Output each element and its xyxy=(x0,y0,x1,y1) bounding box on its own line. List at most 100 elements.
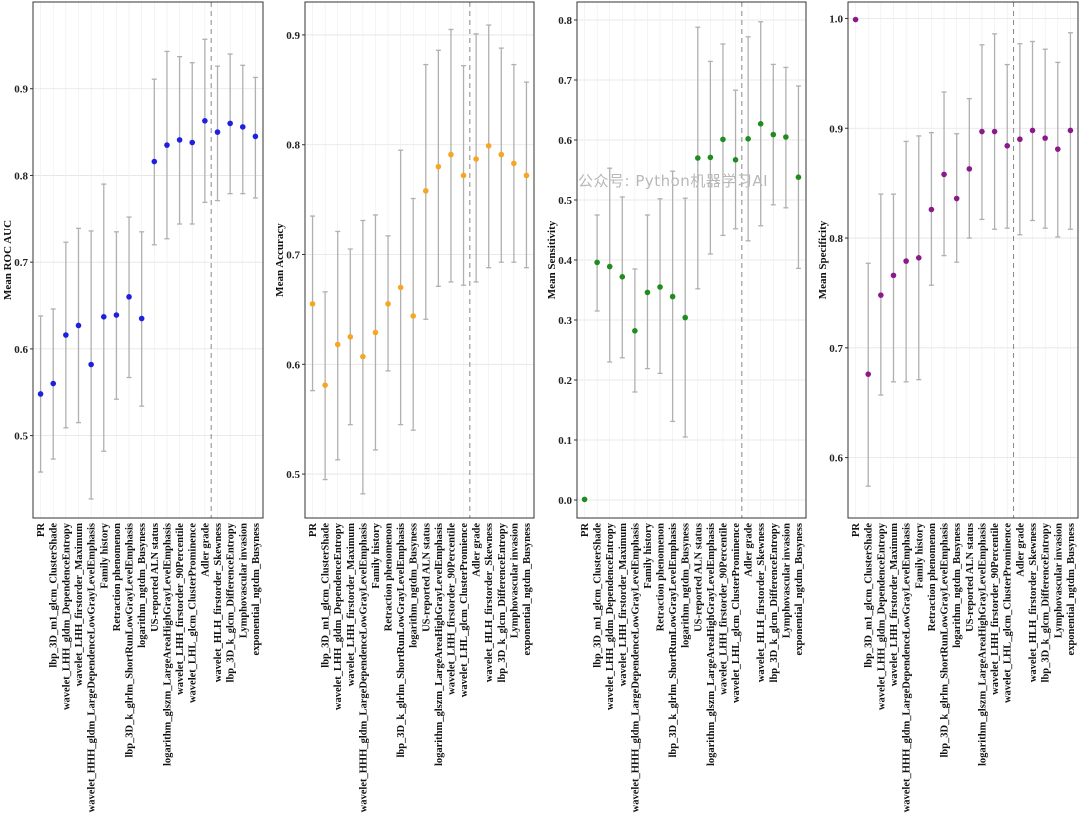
chart-panel-1: 0.5 0.6 0.7 0.8 0.9 Mean ROC AUC PR lbp_3D_m1_g… xyxy=(2,1,264,812)
x-tick-label: logarithm_glszm_LargeAreaHighGrayLevelEm… xyxy=(706,523,717,766)
data-point xyxy=(594,259,600,266)
data-point xyxy=(322,382,328,388)
x-tick-label: wavelet_LHH_gldm_DependenceEntropy xyxy=(876,522,887,710)
plot-frame xyxy=(32,1,264,519)
x-tick-label: US-reported ALN status xyxy=(150,523,161,632)
x-tick-label: wavelet_LHH_firstorder_90Percentile xyxy=(718,523,729,695)
x-tick-label: Retraction phenomenon xyxy=(384,523,395,631)
data-point xyxy=(334,341,341,348)
data-point xyxy=(1067,127,1074,134)
x-tick-label: Adler grade xyxy=(200,523,211,577)
data-point xyxy=(619,274,626,280)
data-point xyxy=(410,313,417,319)
data-point xyxy=(657,284,663,290)
data-point xyxy=(1042,135,1048,141)
data-point xyxy=(498,151,505,158)
y-tick-label: 0.6 xyxy=(286,359,300,371)
x-tick-label: logarithm_ngtdm_Busyness xyxy=(952,523,963,648)
x-tick-label: lbp_3D_k_glrlm_ShortRunLowGrayLevelEmpha… xyxy=(940,523,951,758)
x-tick-label: wavelet_HHH_gldm_LargeDependenceLowGrayL… xyxy=(358,523,369,812)
x-tick-label: PR xyxy=(851,523,862,537)
data-point xyxy=(176,137,183,143)
data-point xyxy=(309,301,316,307)
data-point xyxy=(644,289,651,296)
x-tick-label: logarithm_glszm_LargeAreaHighGrayLevelEm… xyxy=(162,523,173,766)
y-tick-label: 0.8 xyxy=(14,170,28,182)
x-tick-label: Retraction phenomenon xyxy=(112,523,123,631)
x-tick-label: wavelet_HLH_firstorder_Skewness xyxy=(213,523,224,682)
x-tick-label: Retraction phenomenon xyxy=(927,523,938,631)
data-point xyxy=(37,391,44,397)
y-axis-label: Mean ROC AUC xyxy=(2,220,14,300)
x-tick-label: wavelet_LHH_gldm_DependenceEntropy xyxy=(61,522,72,710)
y-tick-label: 0.9 xyxy=(286,30,300,42)
x-tick-label: Family history xyxy=(914,522,925,588)
x-tick-label: lbp_3D_k_glcm_DifferenceEntropy xyxy=(497,522,508,682)
chart-panel-2: 0.5 0.6 0.7 0.8 0.9 Mean Accuracy PR lbp_3D_m1_… xyxy=(274,1,535,812)
x-tick-label: exponential_ngtdm_Busyness xyxy=(1066,523,1077,655)
x-tick-label: lbp_3D_k_glrlm_ShortRunLowGrayLevelEmpha… xyxy=(125,523,136,758)
y-tick-label: 0.9 xyxy=(14,84,28,96)
data-point xyxy=(632,328,638,334)
data-point xyxy=(422,188,429,194)
data-point xyxy=(435,163,442,170)
y-tick-label: 0.7 xyxy=(829,343,843,355)
y-tick-label: 0.8 xyxy=(286,140,300,152)
y-axis-label: Mean Sensitivity xyxy=(546,220,558,299)
data-point xyxy=(1017,136,1023,143)
data-point xyxy=(915,255,922,261)
data-point xyxy=(151,158,158,165)
data-point xyxy=(966,166,973,172)
error-bar xyxy=(890,193,896,383)
x-tick-label: logarithm_glszm_LargeAreaHighGrayLevelEm… xyxy=(434,523,445,766)
x-tick-label: wavelet_LHH_firstorder_Maximum xyxy=(74,523,85,687)
x-tick-label: wavelet_LHH_firstorder_90Percentile xyxy=(990,523,1001,695)
data-point xyxy=(189,139,196,146)
x-tick-label: US-reported ALN status xyxy=(693,523,704,632)
data-point xyxy=(1004,143,1011,149)
y-tick-label: 0.6 xyxy=(829,453,843,465)
x-tick-label: lbp_3D_k_glcm_DifferenceEntropy xyxy=(1041,522,1052,682)
x-tick-label: wavelet_LHL_glcm_ClusterProminence xyxy=(1003,523,1014,703)
x-tick-label: logarithm_glszm_LargeAreaHighGrayLevelEm… xyxy=(977,523,988,766)
data-point xyxy=(88,361,94,368)
y-tick-label: 0.5 xyxy=(286,469,300,481)
x-tick-label: wavelet_LHH_gldm_DependenceEntropy xyxy=(333,522,344,710)
data-point xyxy=(783,134,789,140)
data-point xyxy=(75,322,82,329)
x-tick-label: wavelet_HLH_firstorder_Skewness xyxy=(756,523,767,682)
x-tick-label: Adler grade xyxy=(744,523,755,577)
watermark-text: 公众号: Python机器学习AI xyxy=(578,172,769,190)
plot-frame xyxy=(847,1,1079,519)
y-tick-label: 0.6 xyxy=(558,135,572,147)
data-point xyxy=(202,118,208,124)
y-tick-label: 0.5 xyxy=(558,195,572,207)
data-point xyxy=(214,129,221,135)
x-tick-label: Family history xyxy=(99,522,110,588)
data-point xyxy=(795,174,802,180)
x-tick-label: logarithm_ngtdm_Busyness xyxy=(137,523,148,648)
plot-frame xyxy=(304,1,535,519)
y-tick-label: 0.4 xyxy=(558,255,572,267)
x-tick-label: Family history xyxy=(371,522,382,588)
x-tick-label: Family history xyxy=(643,522,654,588)
x-tick-label: lbp_3D_m1_glcm_ClusterShade xyxy=(593,523,604,668)
data-point xyxy=(460,172,467,179)
x-tick-label: wavelet_LHH_firstorder_Maximum xyxy=(889,523,900,687)
x-tick-label: US-reported ALN status xyxy=(965,523,976,632)
x-tick-label: lbp_3D_m1_glcm_ClusterShade xyxy=(49,523,60,668)
x-tick-label: Lymphovascular invasion xyxy=(781,523,792,638)
x-tick-label: exponential_ngtdm_Busyness xyxy=(251,523,262,655)
data-point xyxy=(941,171,947,178)
data-point xyxy=(694,155,701,161)
data-point xyxy=(100,314,107,320)
data-point xyxy=(360,353,366,360)
x-tick-label: Lymphovascular invasion xyxy=(509,523,520,638)
x-tick-label: wavelet_LHL_glcm_ClusterProminence xyxy=(731,523,742,703)
x-tick-label: lbp_3D_k_glcm_DifferenceEntropy xyxy=(769,522,780,682)
y-tick-label: 0.0 xyxy=(558,495,572,507)
data-point xyxy=(239,124,246,130)
data-point xyxy=(1054,146,1061,152)
